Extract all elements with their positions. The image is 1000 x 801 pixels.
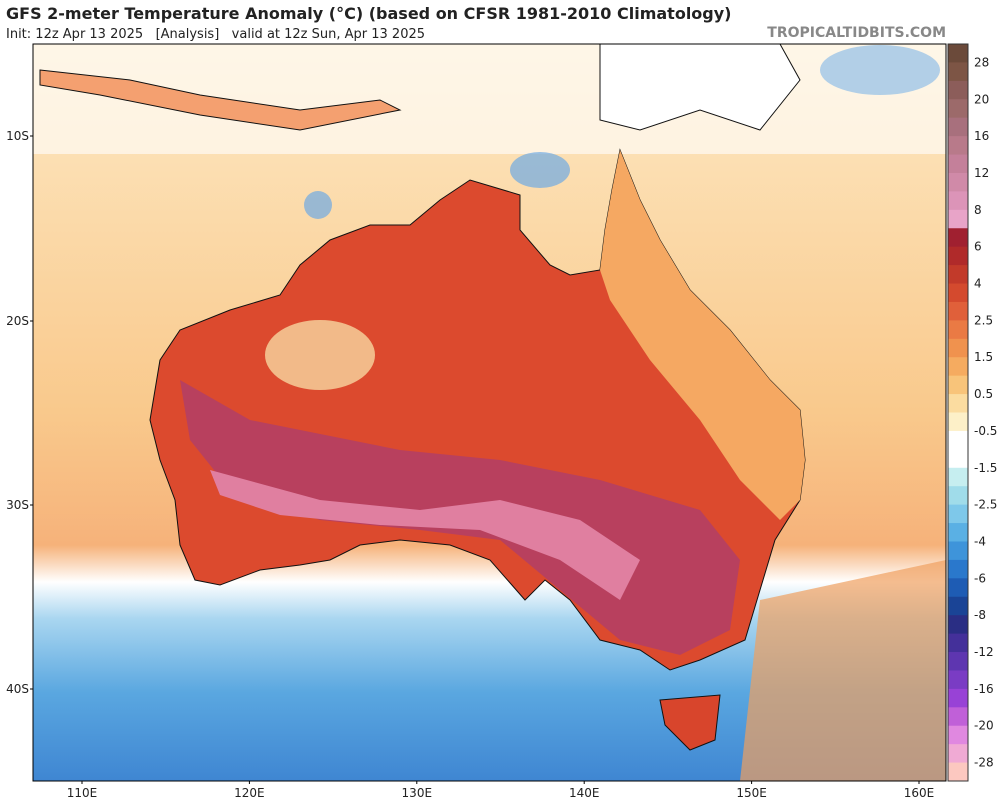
colorbar-label: -8 <box>974 608 986 622</box>
colorbar-label: 6 <box>974 240 982 254</box>
lat-label: 10S <box>6 129 29 143</box>
map-frame <box>32 43 947 782</box>
colorbar-bin <box>948 449 968 469</box>
colorbar-label: -1.5 <box>974 461 997 475</box>
colorbar-bin <box>948 44 968 63</box>
brand: TROPICALTIDBITS.COM <box>767 25 946 41</box>
colorbar-bin <box>948 615 968 635</box>
colorbar-label: 2.5 <box>974 313 993 327</box>
colorbar-label: 4 <box>974 277 982 291</box>
colorbar-label: -0.5 <box>974 424 997 438</box>
colorbar-label: 0.5 <box>974 387 993 401</box>
colorbar-bin <box>948 762 968 782</box>
colorbar-label: 28 <box>974 55 989 69</box>
colorbar-bin <box>948 523 968 542</box>
lon-label: 130E <box>402 786 433 800</box>
colorbar-label: 1.5 <box>974 350 993 364</box>
lon-label: 160E <box>904 786 935 800</box>
colorbar-label: 16 <box>974 129 989 143</box>
colorbar: 28 20 16 12 8 6 4 2.5 1.5 0.5 -0.5 -1.5 -2.5 -4 -6 -8 -1… <box>947 43 997 782</box>
colorbar-bin <box>948 375 968 395</box>
colorbar-bin <box>948 246 968 266</box>
colorbar-bin <box>948 172 968 192</box>
colorbar-label: -28 <box>974 756 994 770</box>
colorbar-bin <box>948 80 968 100</box>
lon-label: 110E <box>67 786 98 800</box>
colorbar-bin <box>948 541 968 561</box>
colorbar-bin <box>948 430 968 450</box>
colorbar-bin <box>948 394 968 413</box>
colorbar-bin <box>948 633 968 653</box>
colorbar-bin <box>948 320 968 340</box>
colorbar-bin <box>948 209 968 229</box>
colorbar-bin <box>948 301 968 321</box>
subtitle: Init: 12z Apr 13 2025 [Analysis] valid a… <box>6 27 425 42</box>
lon-label: 120E <box>234 786 265 800</box>
colorbar-bin <box>948 467 968 487</box>
colorbar-bin <box>948 99 968 119</box>
colorbar-frame <box>947 43 969 782</box>
map <box>33 44 946 781</box>
title: GFS 2-meter Temperature Anomaly (°C) (ba… <box>6 4 732 23</box>
colorbar-label: -6 <box>974 571 986 585</box>
colorbar-bin <box>948 578 968 598</box>
colorbar-bin <box>948 283 968 303</box>
colorbar-bin <box>948 652 968 671</box>
colorbar-bin <box>948 191 968 211</box>
colorbar-bin <box>948 228 968 248</box>
colorbar-label: -20 <box>974 719 994 733</box>
colorbar-bin <box>948 338 968 358</box>
lat-label: 30S <box>6 498 29 512</box>
lat-label: 40S <box>6 682 29 696</box>
colorbar-bin <box>948 357 968 377</box>
colorbar-bin <box>948 744 968 764</box>
lat-label: 20S <box>6 314 29 328</box>
colorbar-label: -2.5 <box>974 498 997 512</box>
colorbar-bin <box>948 707 968 727</box>
colorbar-bin <box>948 596 968 616</box>
lon-label: 150E <box>736 786 767 800</box>
colorbar-bin <box>948 688 968 708</box>
colorbar-bin <box>948 265 968 285</box>
colorbar-bin <box>948 725 968 745</box>
colorbar-bin <box>948 136 968 156</box>
colorbar-label: 8 <box>974 203 982 217</box>
colorbar-bin <box>948 62 968 82</box>
colorbar-bin <box>948 504 968 524</box>
colorbar-bin <box>948 154 968 174</box>
colorbar-label: 12 <box>974 166 989 180</box>
colorbar-label: -16 <box>974 682 994 696</box>
colorbar-bin <box>948 486 968 506</box>
colorbar-label: 20 <box>974 92 989 106</box>
colorbar-label: -4 <box>974 534 986 548</box>
colorbar-bin <box>948 670 968 690</box>
colorbar-bin <box>948 412 968 432</box>
colorbar-bin <box>948 559 968 579</box>
colorbar-label: -12 <box>974 645 994 659</box>
lon-label: 140E <box>569 786 600 800</box>
colorbar-bin <box>948 117 968 137</box>
